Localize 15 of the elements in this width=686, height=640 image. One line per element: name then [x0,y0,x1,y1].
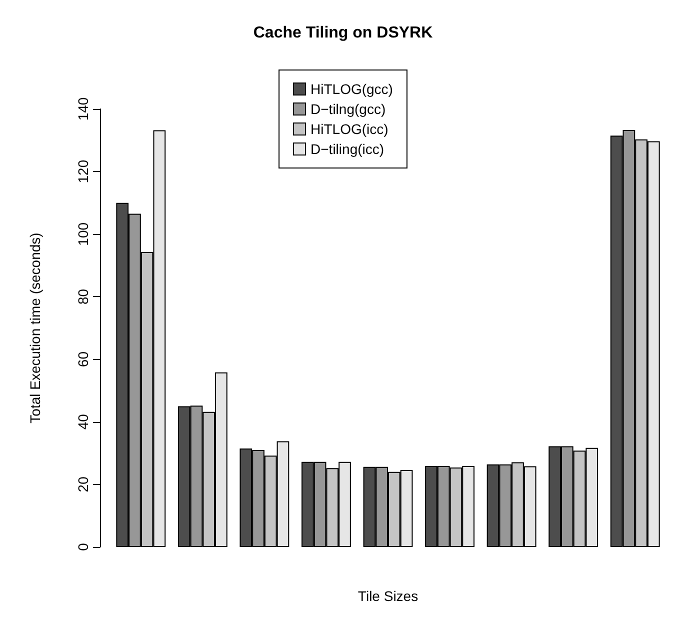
y-tick-label: 0 [75,542,91,551]
legend-label: HiTLOG(icc) [310,121,388,137]
legend-label: D−tiling(icc) [310,141,384,157]
y-tick-label: 120 [75,160,91,184]
y-axis-title: Total Execution time (seconds) [27,232,43,424]
y-tick-label: 140 [75,97,91,121]
legend-label: D−tilng(gcc) [310,101,386,117]
legend-label: HiTLOG(gcc) [310,81,393,97]
chart-title: Cache Tiling on DSYRK [253,24,434,42]
y-tick-label: 100 [75,222,91,246]
y-tick-label: 40 [75,414,91,430]
y-tick-label: 80 [75,288,91,305]
y-tick-label: 20 [75,476,91,492]
x-axis-title: Tile Sizes [358,588,418,604]
y-tick-label: 60 [75,351,91,368]
